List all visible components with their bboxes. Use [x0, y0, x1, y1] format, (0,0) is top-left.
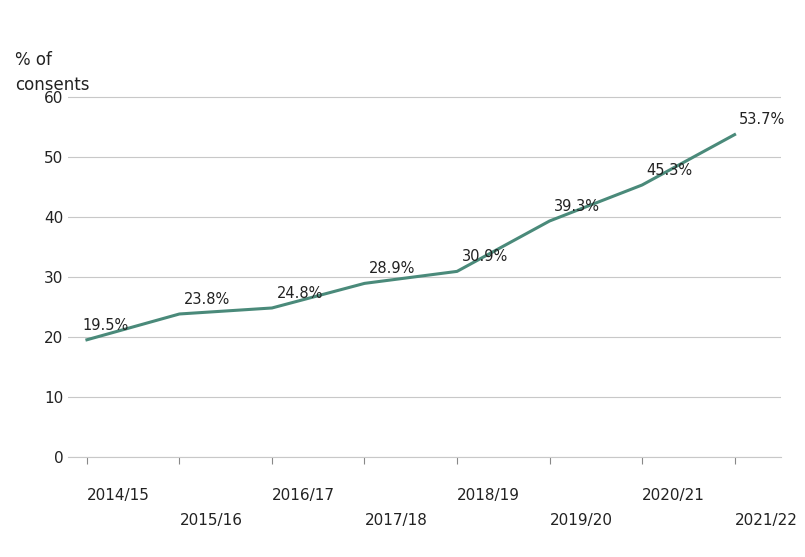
- Text: 2020/21: 2020/21: [642, 488, 705, 503]
- Text: 2019/20: 2019/20: [550, 513, 613, 528]
- Text: 2015/16: 2015/16: [180, 513, 242, 528]
- Text: 19.5%: 19.5%: [82, 317, 129, 333]
- Text: 2021/22: 2021/22: [735, 513, 798, 528]
- Text: 2017/18: 2017/18: [365, 513, 427, 528]
- Text: 30.9%: 30.9%: [461, 249, 508, 264]
- Text: 2018/19: 2018/19: [457, 488, 520, 503]
- Text: 24.8%: 24.8%: [277, 286, 323, 301]
- Text: 23.8%: 23.8%: [184, 292, 230, 307]
- Text: 39.3%: 39.3%: [554, 199, 601, 214]
- Text: 28.9%: 28.9%: [369, 261, 415, 276]
- Text: 45.3%: 45.3%: [646, 163, 693, 178]
- Text: 2014/15: 2014/15: [87, 488, 150, 503]
- Text: 2016/17: 2016/17: [272, 488, 335, 503]
- Text: % of
consents: % of consents: [15, 51, 89, 94]
- Text: 53.7%: 53.7%: [739, 113, 786, 128]
